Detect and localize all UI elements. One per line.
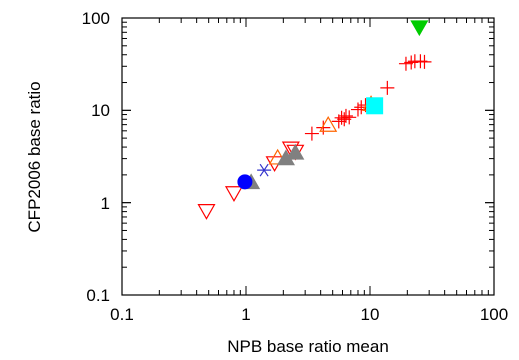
x-tick-label: 1 xyxy=(241,305,250,324)
triangle-down-marker xyxy=(410,20,429,37)
plot-frame xyxy=(121,17,495,296)
data-points xyxy=(197,20,432,220)
plus-marker xyxy=(417,54,432,69)
triangle-up-marker xyxy=(286,143,305,160)
plus-marker xyxy=(304,126,319,141)
triangle-down-marker xyxy=(197,204,216,220)
y-axis-title: CFP2006 base ratio xyxy=(25,81,44,232)
y-tick-label: 1 xyxy=(101,194,110,213)
plus-marker xyxy=(331,114,346,129)
plus-marker xyxy=(338,108,353,123)
tick-labels: 0.1 1 10 100 0.1 1 10 100 xyxy=(82,9,509,324)
circle-marker xyxy=(237,174,253,190)
x-tick-label: 0.1 xyxy=(110,305,134,324)
plus-marker xyxy=(404,55,419,70)
asterisk-marker xyxy=(257,163,272,177)
square-marker xyxy=(366,97,384,115)
x-axis-title: NPB base ratio mean xyxy=(227,337,389,356)
y-tick-label: 10 xyxy=(91,101,110,120)
axis-ticks xyxy=(121,17,495,296)
triangle-down-marker xyxy=(224,186,244,202)
x-tick-label: 100 xyxy=(480,305,508,324)
plus-marker xyxy=(380,80,395,95)
plus-marker xyxy=(350,102,365,117)
triangle-up-marker xyxy=(319,116,338,132)
x-tick-label: 10 xyxy=(361,305,380,324)
plus-marker xyxy=(316,120,331,135)
y-tick-label: 0.1 xyxy=(86,286,110,305)
plus-marker xyxy=(342,110,357,125)
y-tick-label: 100 xyxy=(82,9,110,28)
